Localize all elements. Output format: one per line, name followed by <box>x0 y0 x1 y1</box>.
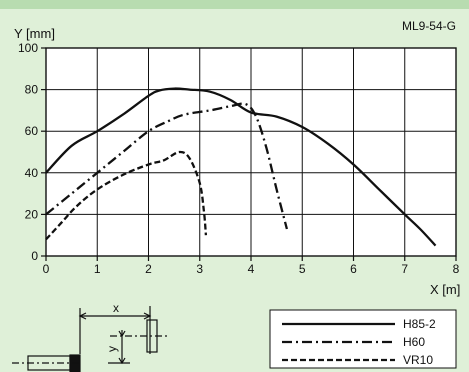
x-tick-label: 0 <box>43 262 50 276</box>
series-line-vr10 <box>45 150 208 241</box>
legend-box <box>269 309 457 369</box>
y-tick-label: 80 <box>25 83 39 97</box>
x-tick-label: 5 <box>299 262 306 276</box>
y-tick-label: 100 <box>18 41 38 55</box>
y-tick-label: 60 <box>25 124 39 138</box>
x-axis-title: X [m] <box>430 282 460 297</box>
series-line-h85-2 <box>45 87 437 247</box>
y-arrow-top <box>118 330 126 338</box>
x-dimension-label: x <box>113 301 119 315</box>
y-axis-title: Y [mm] <box>14 26 55 41</box>
series-line-h60 <box>45 102 289 230</box>
y-tick-label: 40 <box>25 166 39 180</box>
x-tick-label: 8 <box>453 262 460 276</box>
plot-series <box>45 87 437 247</box>
y-tick-label: 0 <box>31 249 38 263</box>
diagram-code: ML9-54-G <box>402 19 456 33</box>
legend: H85-2 H60 VR10 <box>269 309 457 369</box>
legend-label-h85-2: H85-2 <box>403 317 436 331</box>
plot-frame <box>45 47 457 257</box>
x-tick-label: 2 <box>145 262 152 276</box>
legend-label-h60: H60 <box>403 335 425 349</box>
top-bar <box>0 0 469 9</box>
x-tick-label: 7 <box>401 262 408 276</box>
x-tick-label: 4 <box>248 262 255 276</box>
y-tick-label: 20 <box>25 207 39 221</box>
plot-grid <box>41 47 457 261</box>
x-tick-label: 1 <box>94 262 101 276</box>
x-tick-label: 6 <box>350 262 357 276</box>
y-dimension-label: y <box>105 346 119 352</box>
legend-label-vr10: VR10 <box>403 353 433 367</box>
setup-schematic <box>12 306 170 372</box>
x-arrow-left <box>78 312 87 320</box>
x-tick-label: 3 <box>196 262 203 276</box>
